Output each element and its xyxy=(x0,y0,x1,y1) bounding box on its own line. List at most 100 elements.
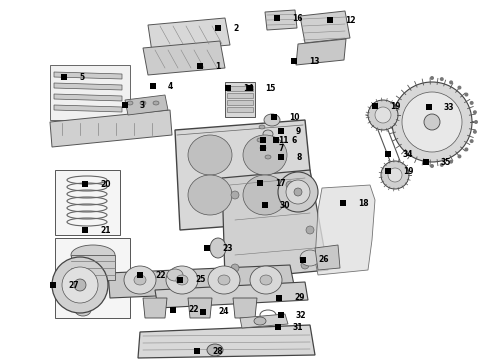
Text: 4: 4 xyxy=(168,81,173,90)
Ellipse shape xyxy=(392,82,472,162)
Ellipse shape xyxy=(153,101,159,105)
Ellipse shape xyxy=(188,175,232,215)
Ellipse shape xyxy=(402,92,462,152)
Ellipse shape xyxy=(301,261,309,269)
Bar xyxy=(150,83,156,89)
Bar xyxy=(50,282,56,288)
Text: 25: 25 xyxy=(195,275,205,284)
Ellipse shape xyxy=(469,139,474,143)
Bar xyxy=(227,107,253,112)
Text: 13: 13 xyxy=(309,57,319,66)
Polygon shape xyxy=(222,170,328,280)
Polygon shape xyxy=(54,94,122,101)
Ellipse shape xyxy=(218,275,230,285)
Bar xyxy=(260,137,266,143)
Polygon shape xyxy=(260,149,279,159)
Bar xyxy=(137,272,143,278)
Text: 32: 32 xyxy=(296,310,307,320)
Ellipse shape xyxy=(134,275,146,285)
Text: 2: 2 xyxy=(233,23,238,32)
Ellipse shape xyxy=(208,266,240,294)
Text: 35: 35 xyxy=(441,158,451,166)
Bar xyxy=(227,100,253,105)
Text: 23: 23 xyxy=(222,243,232,252)
Bar xyxy=(291,58,297,64)
Bar xyxy=(55,238,130,318)
Bar xyxy=(278,312,284,318)
Polygon shape xyxy=(296,39,346,65)
Bar xyxy=(276,295,282,301)
Bar xyxy=(327,17,333,23)
Ellipse shape xyxy=(127,101,133,105)
Bar xyxy=(225,85,231,91)
Text: 19: 19 xyxy=(390,102,400,111)
Text: 31: 31 xyxy=(293,323,303,332)
Polygon shape xyxy=(138,325,315,358)
Ellipse shape xyxy=(250,266,282,294)
Bar xyxy=(426,104,432,110)
Ellipse shape xyxy=(265,155,271,159)
Text: 19: 19 xyxy=(403,166,414,176)
Text: 15: 15 xyxy=(265,84,275,93)
Ellipse shape xyxy=(306,226,314,234)
Ellipse shape xyxy=(286,180,310,204)
Polygon shape xyxy=(50,110,172,147)
Text: 27: 27 xyxy=(68,280,78,289)
Ellipse shape xyxy=(440,163,444,167)
Bar xyxy=(71,255,115,280)
Bar xyxy=(273,137,279,143)
Polygon shape xyxy=(54,105,122,112)
Ellipse shape xyxy=(75,304,91,316)
Polygon shape xyxy=(265,10,297,30)
Bar xyxy=(194,348,200,354)
Polygon shape xyxy=(315,185,375,275)
Ellipse shape xyxy=(176,275,188,285)
Ellipse shape xyxy=(166,266,198,294)
Text: 22: 22 xyxy=(155,270,166,279)
Text: 8: 8 xyxy=(296,153,301,162)
Ellipse shape xyxy=(286,181,294,189)
Bar xyxy=(177,277,183,283)
Text: 16: 16 xyxy=(292,14,302,23)
Bar xyxy=(247,85,253,91)
Ellipse shape xyxy=(257,138,263,142)
Bar xyxy=(200,309,206,315)
Ellipse shape xyxy=(243,135,287,175)
Ellipse shape xyxy=(300,250,320,266)
Polygon shape xyxy=(54,72,122,79)
Bar xyxy=(300,257,306,263)
Ellipse shape xyxy=(260,146,266,150)
Polygon shape xyxy=(233,298,257,318)
Text: 11: 11 xyxy=(278,135,289,144)
Bar xyxy=(50,65,130,120)
Bar xyxy=(197,63,203,69)
Text: 1: 1 xyxy=(215,62,220,71)
Ellipse shape xyxy=(469,101,474,105)
Bar xyxy=(82,227,88,233)
Bar xyxy=(55,170,120,235)
Ellipse shape xyxy=(260,275,272,285)
Bar xyxy=(170,307,176,313)
Ellipse shape xyxy=(243,175,287,215)
Text: 21: 21 xyxy=(100,225,111,234)
Ellipse shape xyxy=(381,161,409,189)
Ellipse shape xyxy=(440,77,444,81)
Text: 28: 28 xyxy=(212,346,222,356)
Bar xyxy=(278,154,284,160)
Ellipse shape xyxy=(263,130,273,138)
Ellipse shape xyxy=(294,188,302,196)
Bar xyxy=(423,159,429,165)
Text: 12: 12 xyxy=(345,15,356,24)
Ellipse shape xyxy=(167,269,183,281)
Ellipse shape xyxy=(259,125,265,129)
Bar xyxy=(262,202,268,208)
Polygon shape xyxy=(108,265,295,298)
Ellipse shape xyxy=(449,159,453,164)
Ellipse shape xyxy=(458,86,462,90)
Ellipse shape xyxy=(264,114,280,126)
Bar xyxy=(385,151,391,157)
Ellipse shape xyxy=(430,76,434,80)
Ellipse shape xyxy=(74,279,86,291)
Bar xyxy=(122,102,128,108)
Text: 5: 5 xyxy=(79,72,84,81)
